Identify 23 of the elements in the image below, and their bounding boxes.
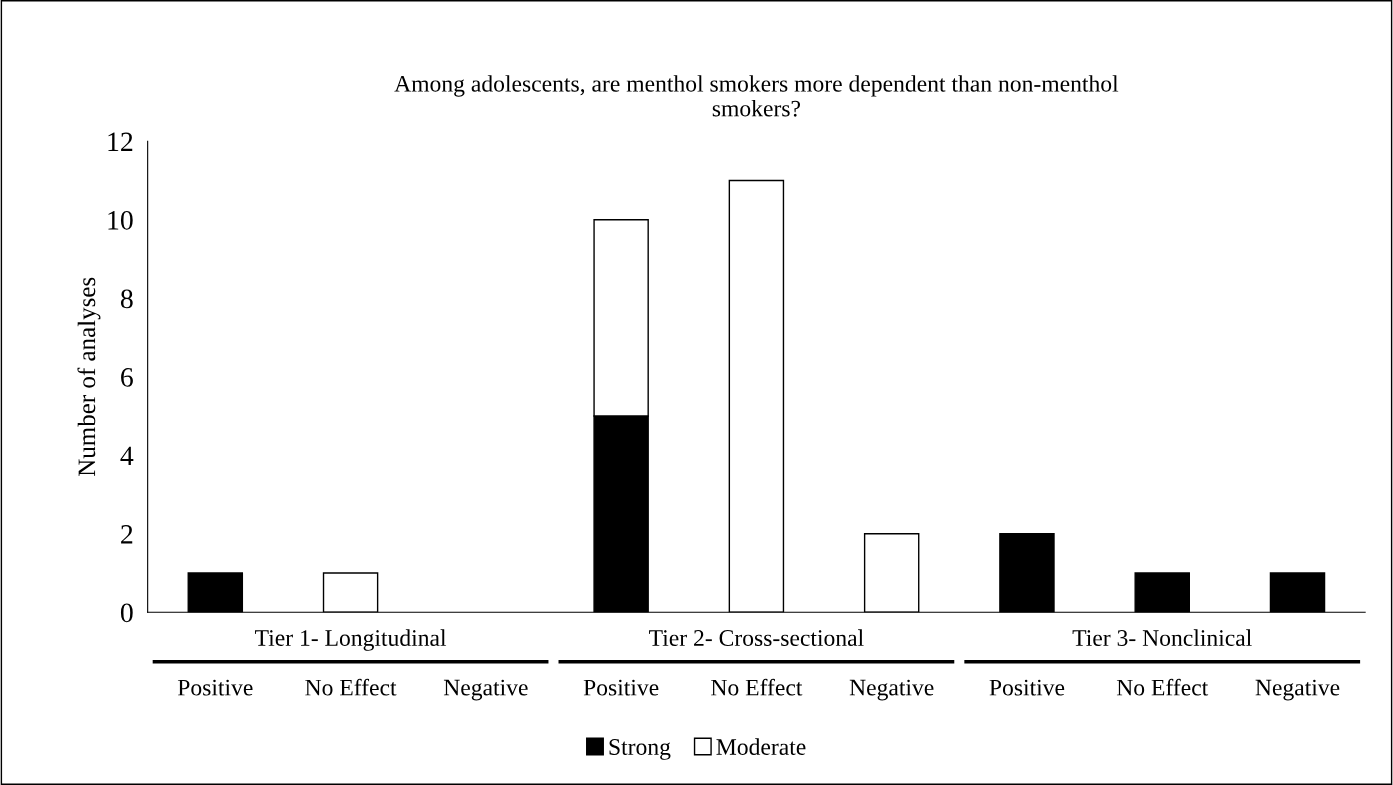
x-tick-label: No Effect [305,678,397,696]
y-tick-label: 12 [108,132,133,151]
y-tick-label: 10 [108,210,133,230]
y-tick-label: 6 [121,368,133,387]
x-tick-label: Negative [1255,679,1340,701]
y-tick-label: 2 [121,525,133,544]
x-tick-label: Negative [443,679,528,701]
legend-label: Moderate [716,738,806,755]
y-tick-label: 4 [120,446,134,465]
text: Tier 3- Nonclinical [1072,629,1252,646]
legend-label: Strong [609,739,671,760]
chart-title: Among adolescents, are menthol smokers more dependent than non-menthol smokers? [394,75,1119,117]
x-tick-label: Positive [177,679,253,696]
x-tick-label: Negative [849,679,934,701]
x-tick-label: No Effect [711,678,803,696]
y-axis-title: Number of analyses [77,277,101,477]
y-tick-label: 8 [120,289,133,309]
x-tick-label: No Effect [1116,678,1209,696]
x-tick-label: Positive [989,679,1065,696]
text: Tier 1- Longitudinal [255,629,447,651]
y-tick-label: 0 [120,603,133,623]
x-tick-label: Positive [583,679,659,696]
text: Tier 2- Cross-sectional [649,629,864,646]
